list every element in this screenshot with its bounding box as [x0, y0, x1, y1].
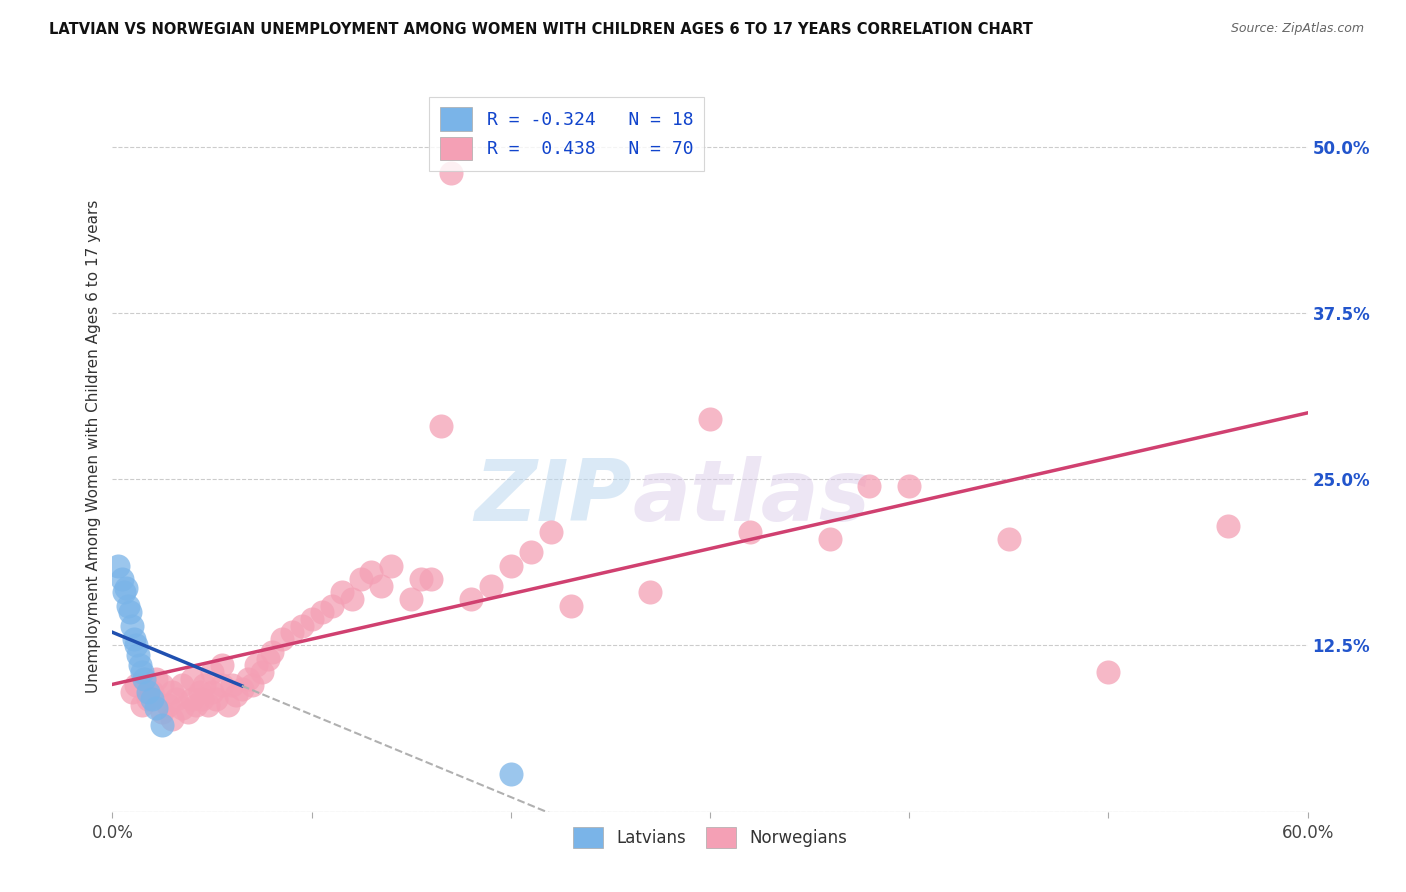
Point — [401, 591, 423, 606]
Point — [217, 698, 239, 713]
Point — [640, 585, 662, 599]
Point — [145, 672, 167, 686]
Point — [134, 672, 156, 686]
Point — [520, 545, 543, 559]
Text: ZIP: ZIP — [475, 456, 633, 539]
Text: atlas: atlas — [633, 456, 870, 539]
Point — [120, 605, 142, 619]
Point — [121, 685, 143, 699]
Point — [420, 572, 443, 586]
Point — [172, 701, 194, 715]
Point — [141, 685, 163, 699]
Point — [117, 599, 139, 613]
Point — [181, 691, 204, 706]
Point — [1097, 665, 1119, 679]
Point — [380, 558, 402, 573]
Point — [499, 558, 522, 573]
Point — [134, 672, 156, 686]
Point — [240, 678, 263, 692]
Point — [141, 691, 163, 706]
Point — [1216, 518, 1239, 533]
Point — [360, 566, 382, 580]
Point — [221, 678, 243, 692]
Point — [127, 648, 149, 662]
Point — [165, 691, 187, 706]
Legend: Latvians, Norwegians: Latvians, Norwegians — [567, 820, 853, 855]
Point — [138, 685, 160, 699]
Point — [201, 685, 224, 699]
Point — [560, 599, 582, 613]
Point — [188, 685, 211, 699]
Point — [125, 678, 148, 692]
Point — [150, 678, 173, 692]
Point — [311, 605, 333, 619]
Point — [145, 701, 167, 715]
Point — [291, 618, 314, 632]
Point — [177, 705, 200, 719]
Point — [125, 639, 148, 653]
Point — [114, 585, 135, 599]
Point — [350, 572, 373, 586]
Point — [186, 698, 208, 713]
Point — [157, 698, 180, 713]
Y-axis label: Unemployment Among Women with Children Ages 6 to 17 years: Unemployment Among Women with Children A… — [86, 199, 101, 693]
Text: LATVIAN VS NORWEGIAN UNEMPLOYMENT AMONG WOMEN WITH CHILDREN AGES 6 TO 17 YEARS C: LATVIAN VS NORWEGIAN UNEMPLOYMENT AMONG … — [49, 22, 1033, 37]
Point — [131, 698, 153, 713]
Point — [818, 532, 841, 546]
Point — [699, 412, 721, 426]
Point — [162, 685, 183, 699]
Point — [460, 591, 482, 606]
Point — [858, 479, 880, 493]
Point — [236, 672, 259, 686]
Point — [540, 525, 562, 540]
Point — [211, 658, 233, 673]
Point — [191, 691, 214, 706]
Point — [197, 698, 219, 713]
Text: Source: ZipAtlas.com: Source: ZipAtlas.com — [1230, 22, 1364, 36]
Point — [270, 632, 292, 646]
Point — [998, 532, 1021, 546]
Point — [181, 672, 204, 686]
Point — [225, 688, 247, 702]
Point — [340, 591, 363, 606]
Point — [150, 705, 173, 719]
Point — [205, 691, 228, 706]
Point — [479, 579, 502, 593]
Point — [321, 599, 343, 613]
Point — [440, 166, 463, 180]
Point — [301, 612, 323, 626]
Point — [898, 479, 921, 493]
Point — [430, 419, 453, 434]
Point — [738, 525, 761, 540]
Point — [499, 767, 522, 781]
Point — [411, 572, 433, 586]
Point — [121, 618, 143, 632]
Point — [138, 691, 160, 706]
Point — [281, 625, 304, 640]
Point — [330, 585, 353, 599]
Point — [370, 579, 392, 593]
Point — [257, 652, 280, 666]
Point — [115, 582, 138, 596]
Point — [111, 572, 134, 586]
Point — [124, 632, 146, 646]
Point — [172, 678, 194, 692]
Point — [162, 712, 183, 726]
Point — [107, 558, 129, 573]
Point — [245, 658, 267, 673]
Point — [250, 665, 273, 679]
Point — [150, 718, 173, 732]
Point — [201, 665, 224, 679]
Point — [129, 658, 152, 673]
Point — [193, 678, 215, 692]
Point — [211, 678, 233, 692]
Point — [231, 682, 253, 697]
Point — [260, 645, 283, 659]
Point — [131, 665, 153, 679]
